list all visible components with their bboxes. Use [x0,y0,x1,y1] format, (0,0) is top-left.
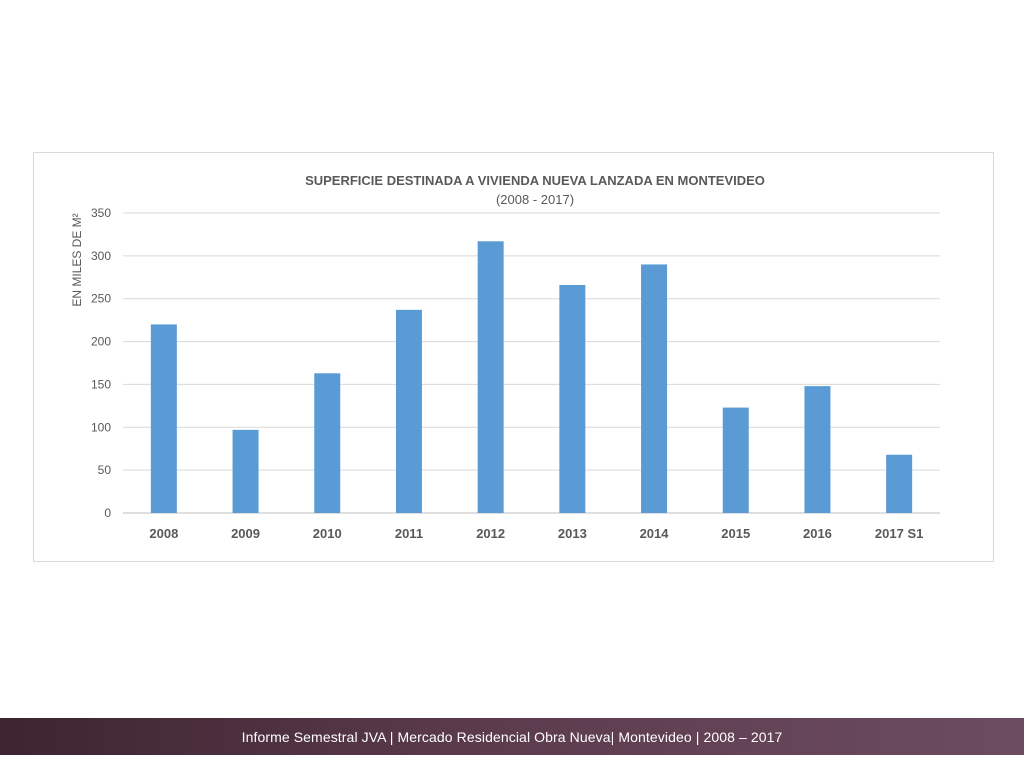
x-tick-label: 2015 [721,526,750,541]
x-tick-label: 2012 [476,526,505,541]
bar-2011 [395,309,422,513]
x-tick-label: 2008 [149,526,178,541]
bar-2017-s1 [886,454,913,513]
y-tick-label: 0 [104,506,111,520]
gridlines [123,212,940,514]
bar-2013 [559,285,586,513]
chart-frame: SUPERFICIE DESTINADA A VIVIENDA NUEVA LA… [33,152,994,562]
x-tick-label: 2009 [231,526,260,541]
x-axis-ticks: 2008 2009 2010 2011 2012 2013 2014 2015 2016 2017… [149,526,923,541]
y-axis-ticks: 0 50 100 150 200 250 300 350 [91,206,111,520]
footer-bar: Informe Semestral JVA | Mercado Residenc… [0,718,1024,755]
bar-2014 [641,264,668,513]
chart-title: SUPERFICIE DESTINADA A VIVIENDA NUEVA LA… [305,173,765,188]
bar-2016 [804,386,831,513]
bar-2008 [150,324,177,513]
x-tick-label: 2016 [803,526,832,541]
y-tick-label: 350 [91,206,111,220]
chart-subtitle: (2008 - 2017) [496,192,574,207]
y-axis-label: EN MILES DE M² [70,213,84,306]
bar-2012 [477,241,504,513]
y-tick-label: 50 [98,463,112,477]
x-tick-label: 2010 [313,526,342,541]
x-tick-label: 2014 [640,526,670,541]
bars [150,241,913,513]
y-tick-label: 100 [91,420,111,434]
x-tick-label: 2013 [558,526,587,541]
bar-2009 [232,429,259,513]
bar-chart: SUPERFICIE DESTINADA A VIVIENDA NUEVA LA… [70,173,940,541]
y-tick-label: 200 [91,335,111,349]
bottom-strip [0,755,1024,768]
y-tick-label: 150 [91,377,111,391]
y-tick-label: 300 [91,249,111,263]
y-tick-label: 250 [91,292,111,306]
bar-2010 [314,373,341,513]
x-tick-label: 2011 [395,526,423,541]
footer-text: Informe Semestral JVA | Mercado Residenc… [241,728,783,745]
x-tick-label: 2017 S1 [875,526,923,541]
bar-2015 [722,407,749,513]
